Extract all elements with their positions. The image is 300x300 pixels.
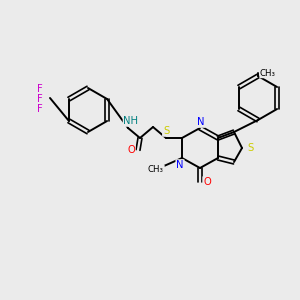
Text: NH: NH: [124, 116, 139, 126]
Text: F: F: [37, 94, 43, 104]
Text: N: N: [176, 160, 184, 170]
Text: O: O: [203, 177, 211, 187]
Text: CH₃: CH₃: [148, 166, 164, 175]
Text: N: N: [197, 117, 205, 127]
Text: S: S: [163, 126, 169, 136]
Text: F: F: [37, 84, 43, 94]
Text: CH₃: CH₃: [260, 68, 276, 77]
Text: O: O: [127, 145, 135, 155]
Text: S: S: [247, 143, 253, 153]
Text: F: F: [37, 104, 43, 114]
